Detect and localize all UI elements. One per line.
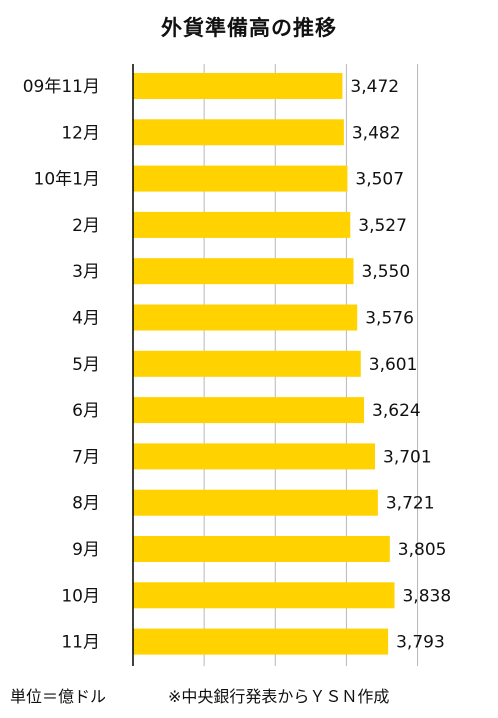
category-label: 10年1月 bbox=[34, 170, 100, 190]
category-label: 9月 bbox=[72, 540, 100, 560]
value-label: 3,482 bbox=[352, 123, 401, 143]
value-label: 3,721 bbox=[386, 494, 435, 514]
category-labels: 09年11月 12月 10年1月 2月 3月 4月 5月 6月 7月 8月 9月 10月 11月 bbox=[23, 77, 100, 653]
value-label: 3,624 bbox=[372, 401, 421, 421]
bar bbox=[133, 443, 376, 470]
category-label: 10月 bbox=[61, 586, 100, 606]
bar bbox=[133, 211, 351, 238]
unit-note: 単位＝億ドル bbox=[10, 687, 107, 706]
value-label: 3,550 bbox=[362, 262, 411, 282]
value-label: 3,527 bbox=[358, 216, 407, 236]
bar bbox=[133, 489, 378, 516]
chart-title: 外貨準備高の推移 bbox=[161, 16, 337, 40]
bars bbox=[133, 73, 395, 655]
category-label: 7月 bbox=[72, 447, 100, 467]
bar bbox=[133, 628, 389, 655]
category-label: 12月 bbox=[61, 123, 100, 143]
value-label: 3,472 bbox=[350, 77, 399, 97]
category-label: 6月 bbox=[72, 401, 100, 421]
bar bbox=[133, 165, 348, 192]
value-labels: 3,472 3,482 3,507 3,527 3,550 3,576 3,601 3,624… bbox=[350, 77, 451, 653]
value-label: 3,805 bbox=[398, 540, 447, 560]
bar bbox=[133, 582, 395, 609]
bar bbox=[133, 350, 361, 377]
category-label: 8月 bbox=[72, 494, 100, 514]
source-note: ※中央銀行発表からＹＳＮ作成 bbox=[168, 687, 390, 706]
value-label: 3,793 bbox=[396, 633, 445, 653]
category-label: 09年11月 bbox=[23, 77, 100, 97]
bar bbox=[133, 73, 343, 99]
value-label: 3,701 bbox=[383, 447, 432, 467]
category-label: 4月 bbox=[72, 309, 100, 329]
value-label: 3,838 bbox=[402, 586, 451, 606]
value-label: 3,576 bbox=[365, 309, 414, 329]
category-label: 3月 bbox=[72, 262, 100, 282]
bar bbox=[133, 258, 354, 285]
category-label: 11月 bbox=[61, 633, 100, 653]
bar bbox=[133, 119, 344, 146]
bar bbox=[133, 397, 365, 424]
category-label: 5月 bbox=[72, 355, 100, 375]
value-label: 3,507 bbox=[355, 170, 404, 190]
bar bbox=[133, 536, 390, 562]
category-label: 2月 bbox=[72, 216, 100, 236]
bar bbox=[133, 304, 358, 331]
value-label: 3,601 bbox=[369, 355, 418, 375]
